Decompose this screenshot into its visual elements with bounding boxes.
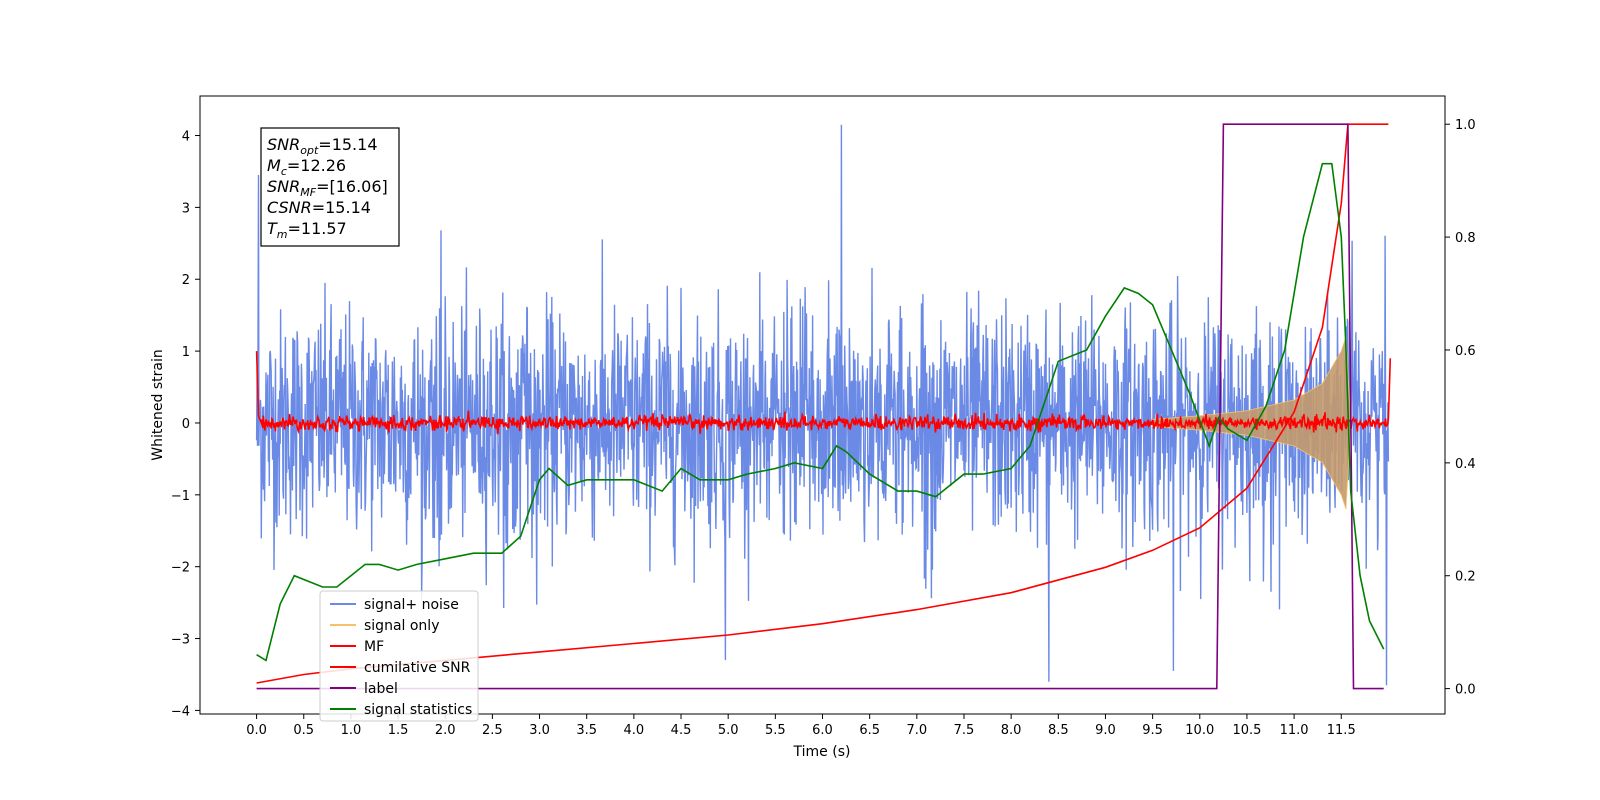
x-tick-label: 8.5 (1048, 723, 1069, 738)
x-tick-label: 11.0 (1280, 723, 1309, 738)
x-tick-label: 2.5 (482, 723, 503, 738)
y2-tick-label: 0.0 (1455, 683, 1476, 698)
y-tick-label: 1 (182, 345, 190, 360)
x-tick-label: 10.0 (1185, 723, 1214, 738)
y2-tick-label: 0.6 (1455, 344, 1476, 359)
x-axis: 0.0 0.5 1.0 1.5 2.0 2.5 3.0 3.5 4.0 4.5 5.0 5.5 6.0 6… (246, 714, 1356, 738)
legend-label: signal+ noise (364, 597, 459, 613)
info-line: Tm=11.57 (267, 219, 347, 241)
x-tick-label: 2.0 (435, 723, 456, 738)
series-label (256, 123, 1384, 690)
x-tick-label: 8.0 (1001, 723, 1022, 738)
x-tick-label: 5.5 (765, 723, 786, 738)
x-tick-label: 6.0 (812, 723, 833, 738)
info-line: SNRopt=15.14 (267, 135, 378, 157)
y-axis-left: −4 −3 −2 −1 0 1 2 3 4 (171, 130, 200, 719)
x-tick-label: 6.5 (859, 723, 880, 738)
x-tick-label: 7.0 (906, 723, 927, 738)
info-line: SNRMF=[16.06] (267, 177, 388, 199)
legend-label: signal only (364, 618, 439, 634)
info-value: =11.57 (288, 219, 347, 238)
x-tick-label: 5.0 (718, 723, 739, 738)
info-value: =[16.06] (316, 177, 388, 196)
x-tick-label: 4.0 (624, 723, 645, 738)
x-tick-label: 4.5 (671, 723, 692, 738)
x-tick-label: 0.5 (293, 723, 314, 738)
info-symbol: SNR (267, 135, 300, 154)
x-tick-label: 7.5 (954, 723, 975, 738)
info-subscript: m (277, 228, 288, 241)
x-tick-label: 3.0 (529, 723, 550, 738)
legend-frame (319, 590, 479, 722)
legend: signal+ noise signal only MF cumilative SNR… (319, 590, 479, 722)
y2-tick-label: 0.2 (1455, 570, 1476, 585)
info-symbol: M (267, 156, 281, 175)
legend-label: label (364, 681, 398, 697)
y-axis-label: Whitened strain (150, 349, 166, 460)
y-tick-label: 4 (182, 130, 190, 145)
series-signal-noise (255, 124, 1390, 686)
info-box-frame (260, 127, 400, 247)
y-axis-right: 0.0 0.2 0.4 0.6 0.8 1.0 (1445, 118, 1476, 698)
info-value: =15.14 (318, 135, 377, 154)
x-tick-label: 1.5 (388, 723, 409, 738)
x-tick-label: 11.5 (1327, 723, 1356, 738)
y-tick-label: −3 (171, 633, 190, 648)
y-tick-label: −1 (171, 489, 190, 504)
y2-tick-label: 1.0 (1455, 118, 1476, 133)
x-tick-label: 10.5 (1232, 723, 1261, 738)
y2-tick-label: 0.8 (1455, 231, 1476, 246)
info-box: SNRopt=15.14Mc=12.26SNRMF=[16.06]CSNR=15… (260, 127, 400, 247)
legend-label: cumilative SNR (364, 660, 471, 676)
x-tick-label: 9.5 (1142, 723, 1163, 738)
y-tick-label: −2 (171, 561, 190, 576)
info-line: CSNR=15.14 (267, 198, 371, 217)
y-tick-label: 0 (182, 417, 190, 432)
info-subscript: MF (300, 186, 316, 199)
x-tick-label: 9.0 (1095, 723, 1116, 738)
y2-tick-label: 0.4 (1455, 457, 1476, 472)
info-symbol: T (267, 219, 278, 238)
x-axis-label: Time (s) (793, 744, 851, 760)
series-signal-statistics (256, 162, 1385, 662)
x-tick-label: 0.0 (246, 723, 267, 738)
signal-statistics-line (256, 162, 1385, 662)
info-subscript: c (281, 165, 287, 178)
x-tick-label: 1.0 (341, 723, 362, 738)
info-value: =12.26 (287, 156, 346, 175)
y-tick-label: 2 (182, 273, 190, 288)
y-tick-label: 3 (182, 201, 190, 216)
info-subscript: opt (300, 144, 319, 157)
signal-noise-line (255, 124, 1390, 686)
info-symbol: CSNR (267, 198, 312, 217)
info-value: =15.14 (312, 198, 371, 217)
x-tick-label: 3.5 (576, 723, 597, 738)
info-line: Mc=12.26 (267, 156, 346, 178)
legend-label: signal statistics (364, 702, 472, 718)
y-tick-label: −4 (171, 704, 190, 719)
legend-label: MF (364, 639, 384, 655)
info-symbol: SNR (267, 177, 300, 196)
label-line (256, 123, 1384, 690)
